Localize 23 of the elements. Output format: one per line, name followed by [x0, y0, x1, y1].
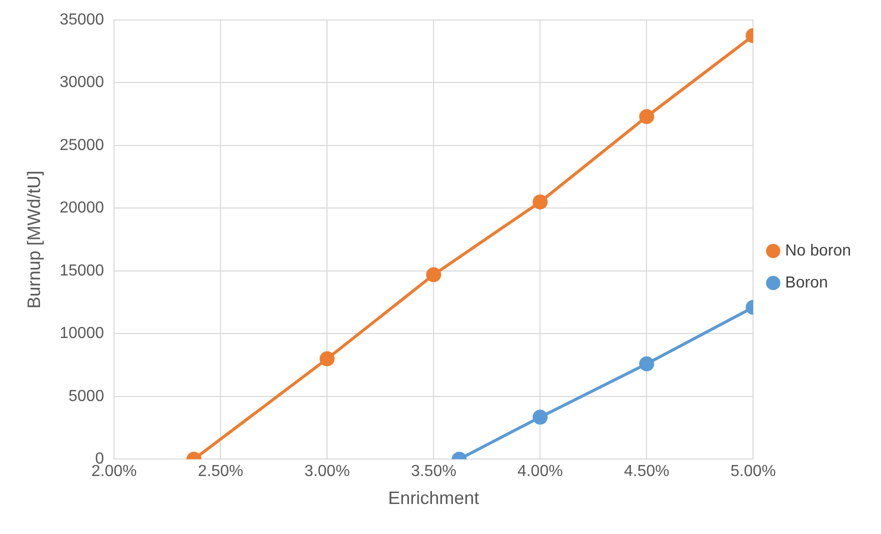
point — [532, 194, 548, 210]
y-tick-label: 5000 — [68, 388, 104, 405]
x-tick-label: 5.00% — [730, 463, 776, 480]
point — [639, 356, 654, 372]
x-tick-label: 2.50% — [198, 463, 244, 480]
y-tick-label: 25000 — [60, 136, 104, 154]
legend-label: Boron — [785, 274, 828, 292]
y-tick-label: 35000 — [60, 11, 104, 28]
y-tick-label: 20000 — [60, 200, 104, 217]
x-tick-label: 4.50% — [624, 463, 670, 480]
x-tick-label: 3.50% — [410, 463, 456, 480]
point — [426, 267, 442, 282]
point — [532, 410, 548, 425]
y-tick-label: 30000 — [60, 74, 104, 92]
y-axis-title: Burnup [MWd/tU] — [24, 170, 44, 309]
x-tick-label: 4.00% — [517, 463, 563, 480]
legend-label: No boron — [785, 242, 852, 260]
y-tick-label: 15000 — [60, 262, 104, 280]
x-tick-label: 3.00% — [304, 463, 350, 480]
point — [639, 109, 654, 124]
point — [320, 351, 335, 366]
x-axis-title: Enrichment — [388, 488, 480, 508]
y-tick-label: 10000 — [60, 325, 104, 342]
